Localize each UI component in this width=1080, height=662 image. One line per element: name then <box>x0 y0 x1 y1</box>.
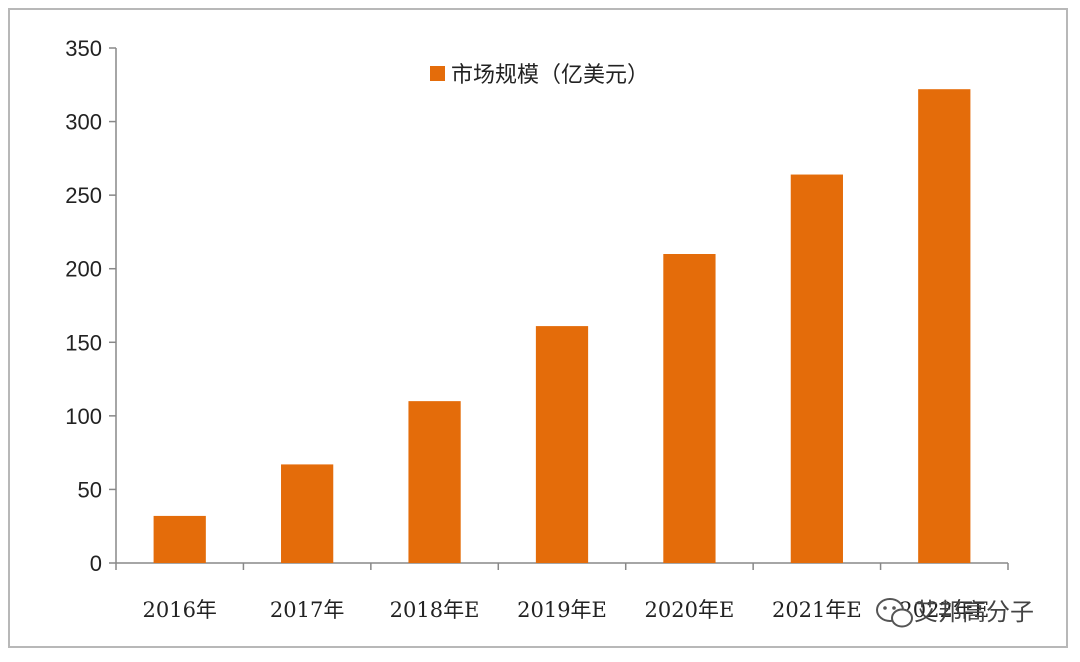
bar <box>535 326 589 563</box>
bar <box>663 254 716 563</box>
legend-label: 市场规模（亿美元） <box>451 63 649 88</box>
y-tick-label: 300 <box>65 110 102 135</box>
y-tick-label: 150 <box>65 330 102 355</box>
y-tick-label: 250 <box>65 183 102 208</box>
y-tick-label: 200 <box>65 257 102 282</box>
y-tick-label: 0 <box>90 551 102 576</box>
x-tick-label: 2016年 <box>142 598 216 622</box>
x-tick-label: 2021年E <box>772 598 862 622</box>
x-tick-label: 2022年E <box>899 598 989 622</box>
bar <box>153 515 206 563</box>
watermark-text: 艾邦高分子 <box>914 598 1034 626</box>
x-tick-label: 2019年E <box>517 598 607 622</box>
bar <box>281 464 334 563</box>
y-tick-label: 350 <box>65 36 102 61</box>
watermark: 艾邦高分子 <box>876 598 1034 628</box>
bars <box>153 89 971 564</box>
legend: 市场规模（亿美元） <box>430 63 649 88</box>
x-axis: 2016年 2017年 2018年E 2019年E 2020年E 2021年E 2022年E <box>115 562 1009 622</box>
y-tick-label: 50 <box>78 477 102 502</box>
legend-swatch <box>430 66 445 81</box>
bar <box>408 401 461 563</box>
y-axis: 0 50 100 150 200 250 300 350 <box>65 36 117 576</box>
wechat-icon <box>876 598 913 628</box>
y-tick-label: 100 <box>65 404 102 429</box>
bar <box>918 89 971 563</box>
x-tick-label: 2017年 <box>270 598 344 622</box>
bar <box>790 174 843 564</box>
x-tick-label: 2020年E <box>645 598 735 622</box>
x-tick-label: 2018年E <box>390 598 480 622</box>
